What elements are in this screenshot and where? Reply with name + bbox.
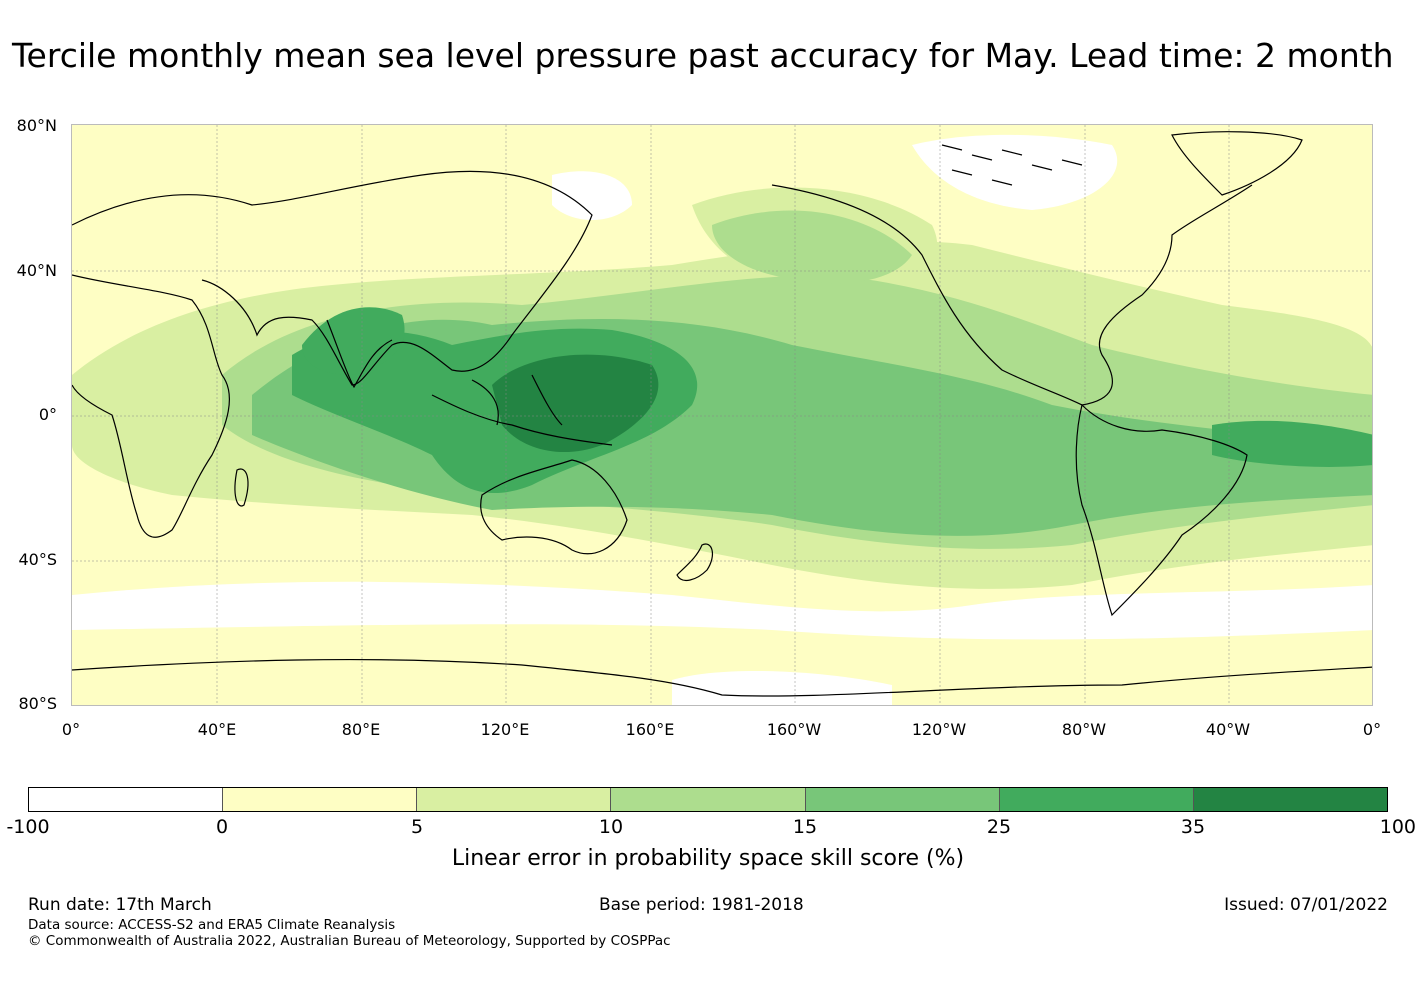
- australia-coastline: [480, 459, 628, 555]
- map-title: Tercile monthly mean sea level pressure …: [12, 36, 1394, 75]
- new-zealand-coastline: [676, 543, 714, 582]
- copyright: © Commonwealth of Australia 2022, Austra…: [28, 933, 671, 949]
- colorbar-segment: [805, 788, 1000, 811]
- colorbar-label: Linear error in probability space skill …: [451, 846, 965, 871]
- lon-label-80e: 80°E: [341, 720, 381, 739]
- lon-label-160w: 160°W: [766, 720, 822, 739]
- lat-label-40n: 40°N: [16, 261, 57, 280]
- colorbar-tick: 15: [792, 816, 818, 838]
- antarctica-coastline: [72, 658, 1372, 697]
- run-date: Run date: 17th March: [28, 895, 212, 915]
- lat-label-0: 0°: [38, 405, 57, 424]
- colorbar-tick: 0: [215, 816, 229, 838]
- colorbar: [28, 787, 1388, 812]
- north-pacific-10-15: [712, 210, 912, 284]
- maritime-continent-coastline: [431, 374, 613, 446]
- colorbar-tick: 100: [1379, 816, 1416, 838]
- colorbar-tick: -100: [6, 816, 50, 838]
- lon-label-160e: 160°E: [625, 720, 675, 739]
- colorbar-segment: [1193, 788, 1387, 811]
- graticule: [72, 125, 1372, 705]
- lon-label-40e: 40°E: [197, 720, 237, 739]
- lon-label-120e: 120°E: [480, 720, 530, 739]
- colorbar-segment: [999, 788, 1194, 811]
- issued-date: Issued: 07/01/2022: [1224, 895, 1388, 915]
- southern-ocean-white: [72, 581, 1372, 640]
- lon-label-40w: 40°W: [1205, 720, 1251, 739]
- mongolia-white: [552, 171, 632, 220]
- atlantic-25-35: [1212, 420, 1372, 467]
- lon-label-120w: 120°W: [911, 720, 967, 739]
- eurasia-coastline: [72, 170, 593, 386]
- lat-label-80s: 80°S: [18, 694, 57, 713]
- africa-coastline: [72, 274, 230, 538]
- map-canvas: [72, 125, 1372, 705]
- arctic-islands-coastline: [941, 144, 1083, 186]
- colorbar-tick: 10: [598, 816, 624, 838]
- lat-label-80n: 80°N: [16, 116, 57, 135]
- north-america-coastline: [771, 184, 1253, 406]
- colorbar-segment: [29, 788, 224, 811]
- south-america-coastline: [1075, 403, 1248, 617]
- colorbar-tick: 5: [410, 816, 424, 838]
- coastlines: [72, 131, 1372, 697]
- greenland-coastline: [1171, 131, 1303, 196]
- colorbar-tick: 25: [986, 816, 1012, 838]
- colorbar-tick: 35: [1180, 816, 1206, 838]
- base-period: Base period: 1981-2018: [599, 895, 804, 915]
- india-coastline: [326, 319, 393, 389]
- antarctic-white: [672, 670, 892, 705]
- arctic-white: [912, 134, 1118, 210]
- lon-label-80w: 80°W: [1061, 720, 1107, 739]
- skill-score-map: [71, 124, 1373, 706]
- lon-label-0: 0°: [61, 720, 81, 739]
- madagascar-coastline: [234, 468, 249, 507]
- lat-label-40s: 40°S: [18, 550, 57, 569]
- colorbar-segment: [223, 788, 418, 811]
- data-source: Data source: ACCESS-S2 and ERA5 Climate …: [28, 917, 396, 933]
- indian-ocean-25-35: [302, 307, 405, 375]
- colorbar-segment: [417, 788, 612, 811]
- lon-label-0-right: 0°: [1362, 720, 1382, 739]
- colorbar-segment: [611, 788, 806, 811]
